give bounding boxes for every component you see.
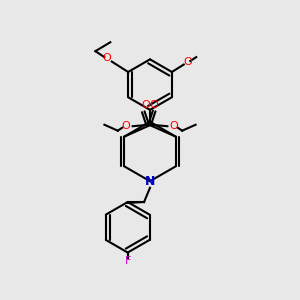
Text: F: F	[124, 256, 131, 266]
Text: O: O	[122, 121, 130, 131]
Text: O: O	[142, 100, 150, 110]
Text: O: O	[169, 121, 178, 131]
Text: O: O	[184, 57, 193, 67]
Text: O: O	[150, 100, 158, 110]
Text: N: N	[145, 175, 155, 188]
Text: O: O	[102, 53, 111, 63]
